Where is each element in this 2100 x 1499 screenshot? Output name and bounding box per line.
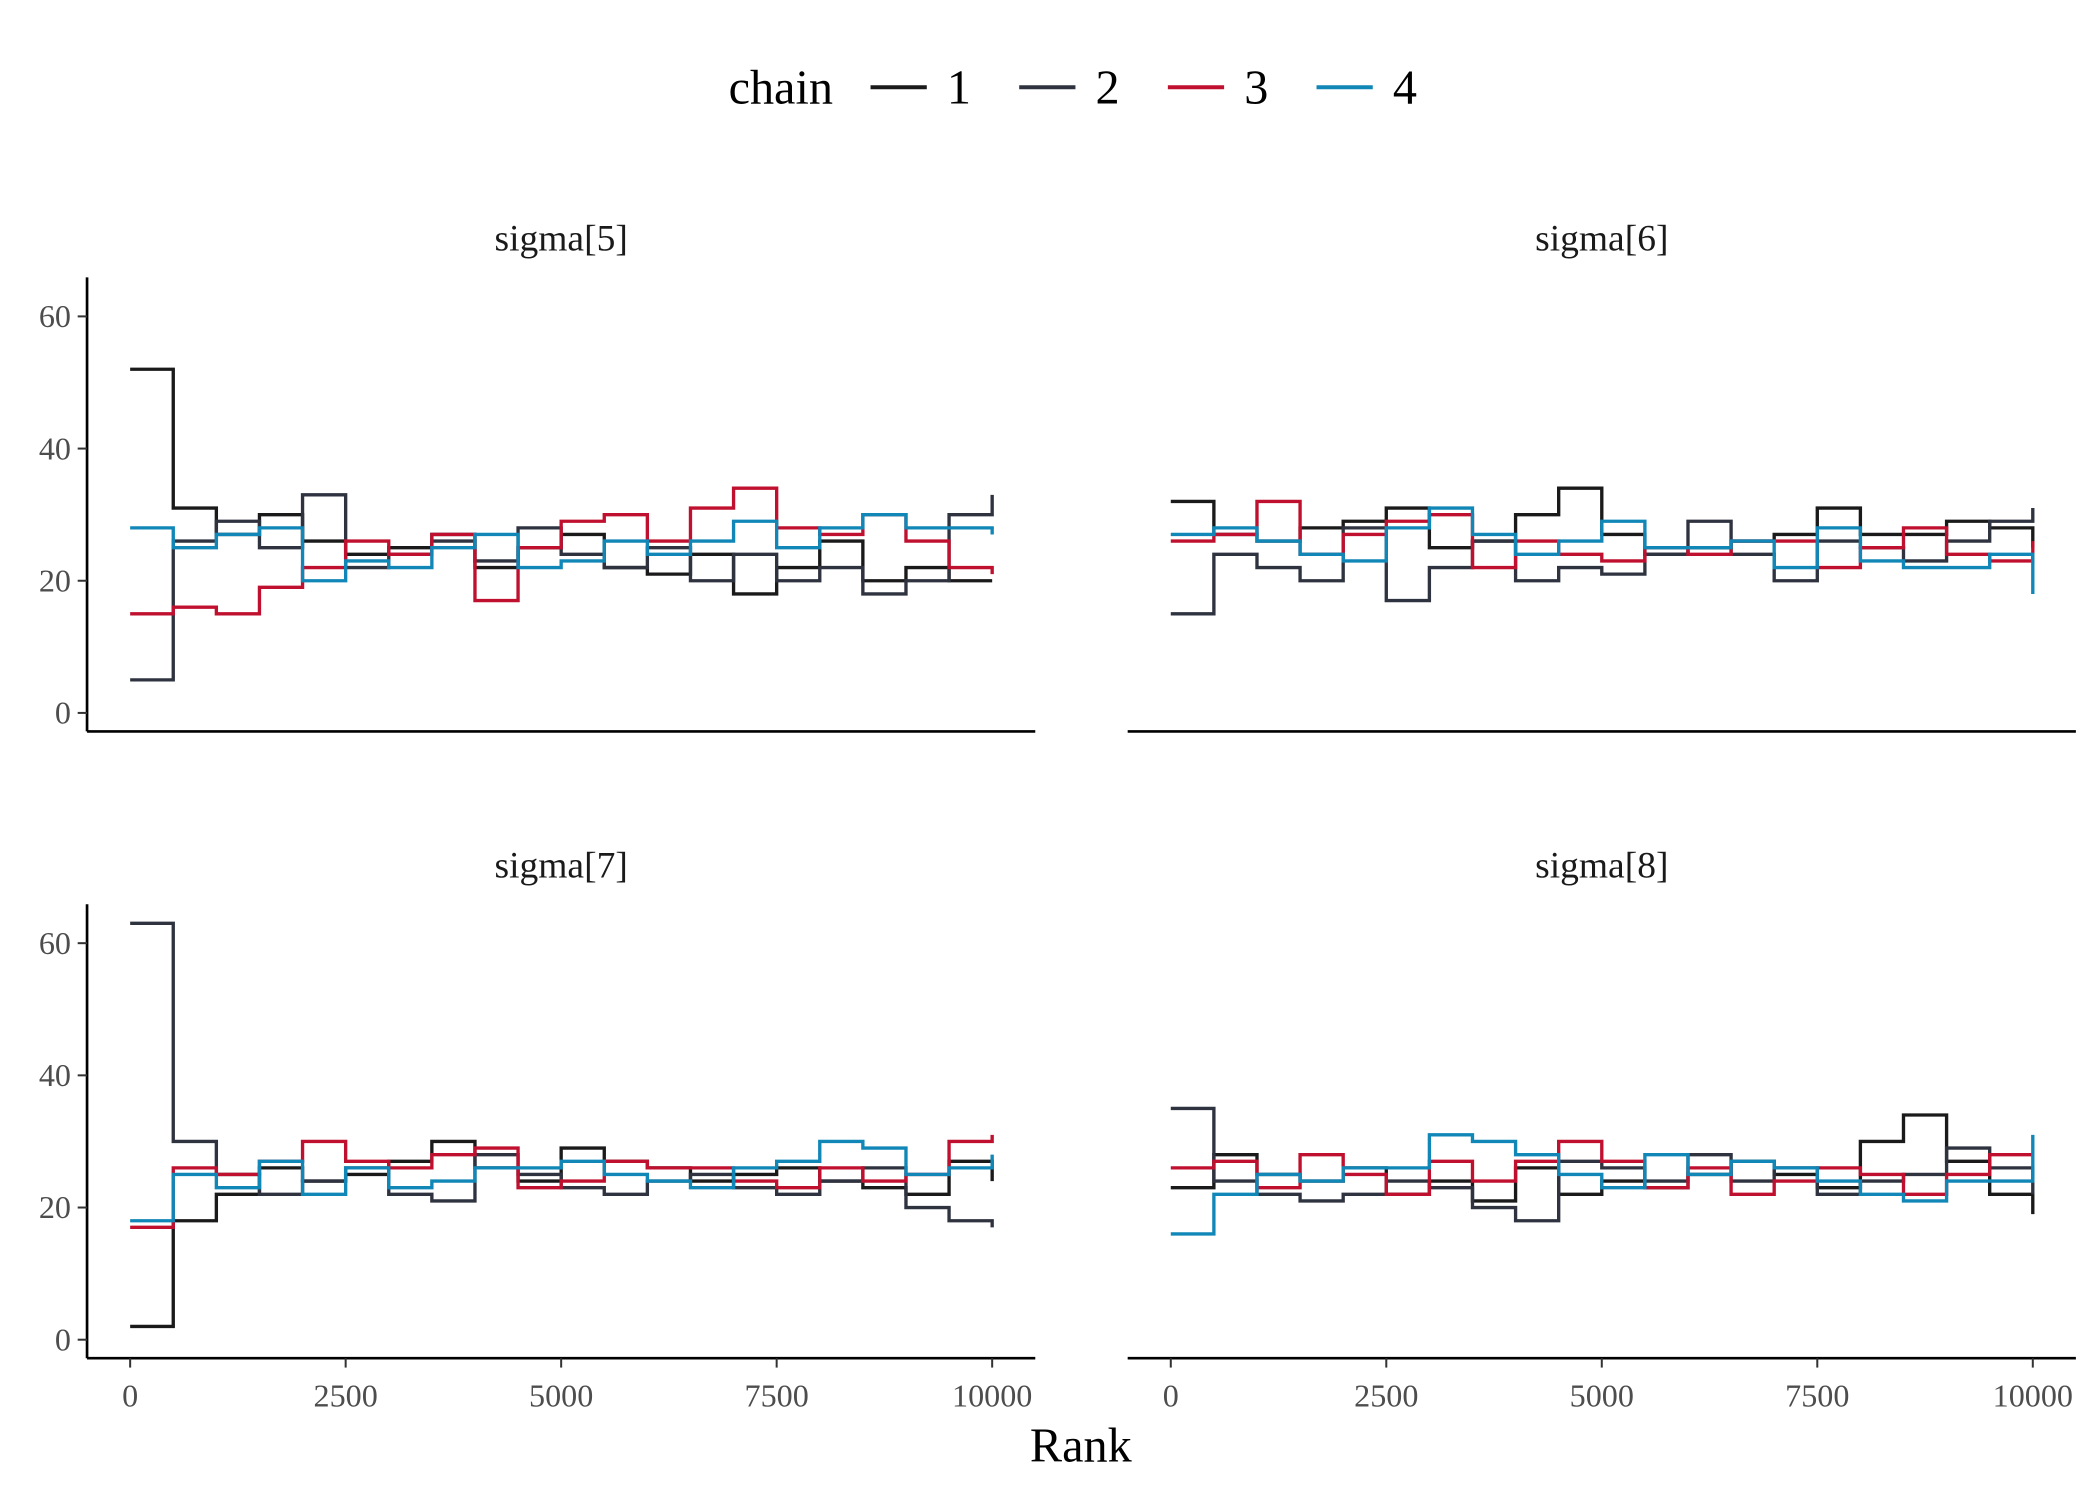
legend-title: chain [729,61,833,114]
x-tick-label: 7500 [745,1377,809,1413]
legend-label: 3 [1244,61,1268,114]
x-tick-label: 5000 [529,1377,593,1413]
x-tick-label: 2500 [1354,1377,1418,1413]
legend-label: 1 [947,61,971,114]
chain-line [1170,508,2035,616]
y-tick-label: 60 [39,298,71,334]
chain-line [1170,506,2035,594]
panel-title: sigma[7] [495,845,628,886]
x-tick-label: 2500 [314,1377,378,1413]
chain-line [1170,1139,2033,1196]
x-axis-label: Rank [1030,1419,1133,1472]
chain-line [130,1139,994,1223]
chain-line [1170,486,2035,556]
x-tick-label: 7500 [1785,1377,1849,1413]
y-tick-label: 60 [39,925,71,961]
chain-line [130,1139,994,1329]
y-tick-label: 0 [55,695,71,731]
y-tick-label: 20 [39,1189,71,1225]
legend-label: 4 [1393,61,1417,114]
panel-title: sigma[5] [495,219,628,260]
panel-title: sigma[6] [1535,219,1668,260]
x-tick-label: 10000 [1993,1377,2073,1413]
chain-line [130,512,994,583]
x-tick-label: 0 [1163,1377,1179,1413]
y-tick-label: 40 [39,1057,71,1093]
x-tick-label: 5000 [1570,1377,1634,1413]
panel-title: sigma[8] [1535,845,1668,886]
y-tick-label: 40 [39,430,71,466]
x-tick-label: 10000 [952,1377,1032,1413]
y-tick-label: 20 [39,562,71,598]
x-tick-label: 0 [122,1377,138,1413]
chain-line [130,493,994,682]
legend-label: 2 [1096,61,1120,114]
y-tick-label: 0 [55,1321,71,1357]
chain-line [1170,1133,2035,1236]
